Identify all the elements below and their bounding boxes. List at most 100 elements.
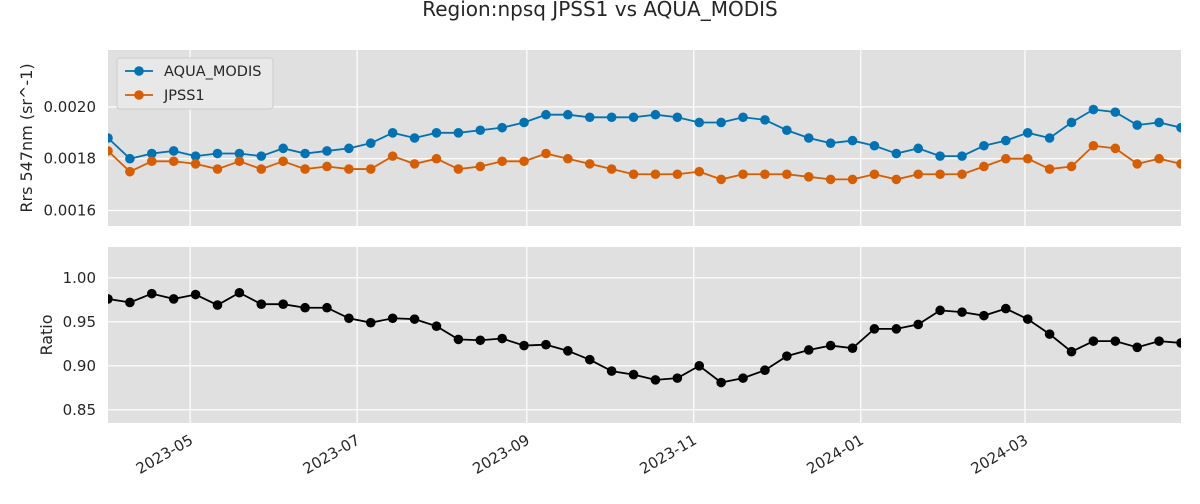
data-point <box>1088 104 1099 115</box>
data-point <box>913 169 924 180</box>
legend-box <box>116 57 274 110</box>
data-point <box>234 156 245 167</box>
data-point <box>387 151 398 161</box>
data-point <box>628 369 639 380</box>
data-point <box>453 128 464 138</box>
data-point <box>913 143 924 154</box>
data-point <box>1132 342 1142 353</box>
data-point <box>825 174 836 185</box>
data-point <box>300 148 310 159</box>
data-point <box>628 169 639 180</box>
data-point <box>147 148 157 159</box>
data-point <box>716 117 726 128</box>
data-point <box>694 117 705 128</box>
series-group <box>108 104 1181 185</box>
data-point <box>475 125 486 136</box>
data-point <box>584 159 595 169</box>
data-point <box>475 161 486 172</box>
data-point <box>190 289 201 300</box>
data-point <box>1110 336 1121 346</box>
data-point <box>1132 120 1142 130</box>
y-tick-label: 0.0016 <box>44 201 97 219</box>
data-point <box>1044 133 1055 143</box>
data-point <box>365 317 376 328</box>
data-point <box>979 140 989 151</box>
x-tick-label: 2024-03 <box>968 431 1031 478</box>
panel-1: 0.0016 0.0018 0.0020 Rrs 547nm (sr^-1) AQUA_… <box>17 50 1181 226</box>
data-point <box>541 148 551 159</box>
y-axis-label: Ratio <box>37 314 56 355</box>
data-point <box>803 172 814 182</box>
data-point <box>431 153 442 164</box>
data-point <box>957 307 967 317</box>
data-point <box>541 109 551 120</box>
data-point <box>1022 153 1033 164</box>
data-point <box>234 287 245 298</box>
data-point <box>1066 117 1077 128</box>
data-point <box>825 340 836 351</box>
data-point <box>278 299 288 310</box>
y-tick-label: 0.95 <box>63 313 96 331</box>
data-point <box>108 133 113 143</box>
legend: AQUA_MODIS JPSS1 <box>116 57 274 110</box>
data-point <box>1088 336 1099 346</box>
data-point <box>190 159 201 169</box>
data-point <box>694 166 705 177</box>
data-point <box>957 151 967 161</box>
data-point <box>935 305 945 316</box>
x-tick-label: 2023-07 <box>300 431 363 478</box>
data-point <box>278 143 288 154</box>
data-point <box>322 146 332 156</box>
plot-area-background <box>108 247 1181 423</box>
data-point <box>563 109 573 120</box>
data-point <box>584 112 595 123</box>
data-point <box>168 156 179 167</box>
y-tick-label: 1.00 <box>63 269 96 287</box>
data-point <box>891 174 902 185</box>
data-point <box>409 133 420 143</box>
data-point <box>957 169 967 180</box>
data-point <box>212 164 223 174</box>
data-point <box>782 169 792 180</box>
data-point <box>1154 117 1164 128</box>
legend-label: AQUA_MODIS <box>164 64 261 80</box>
data-point <box>760 115 770 125</box>
data-point <box>387 128 398 138</box>
data-point <box>628 112 639 123</box>
data-point <box>497 333 507 344</box>
panel-2: 0.85 0.90 0.95 1.00 Ratio 2023-05 2023-07 2023-… <box>37 247 1181 478</box>
data-point <box>125 297 135 308</box>
data-point <box>541 339 551 350</box>
data-point <box>453 164 464 174</box>
data-point <box>1176 159 1181 169</box>
data-point <box>431 128 442 138</box>
data-point <box>1022 128 1033 138</box>
data-point <box>431 321 442 332</box>
data-point <box>1088 140 1099 151</box>
data-point <box>803 133 814 143</box>
legend-marker <box>134 66 144 76</box>
data-point <box>1001 303 1011 314</box>
data-point <box>694 361 705 371</box>
data-point <box>125 166 135 177</box>
data-point <box>606 366 617 376</box>
data-point <box>1154 153 1164 164</box>
data-point <box>475 335 486 346</box>
data-point <box>212 148 223 159</box>
legend-marker <box>134 90 144 100</box>
x-tick-label: 2024-01 <box>803 431 866 478</box>
data-point <box>891 324 902 334</box>
data-point <box>108 294 113 304</box>
data-point <box>497 156 507 167</box>
data-point <box>1044 164 1055 174</box>
data-point <box>365 138 376 148</box>
data-point <box>409 159 420 169</box>
data-point <box>147 288 157 299</box>
data-point <box>869 140 880 151</box>
data-point <box>606 112 617 123</box>
data-point <box>344 164 354 174</box>
data-point <box>344 313 354 324</box>
data-point <box>847 135 858 146</box>
